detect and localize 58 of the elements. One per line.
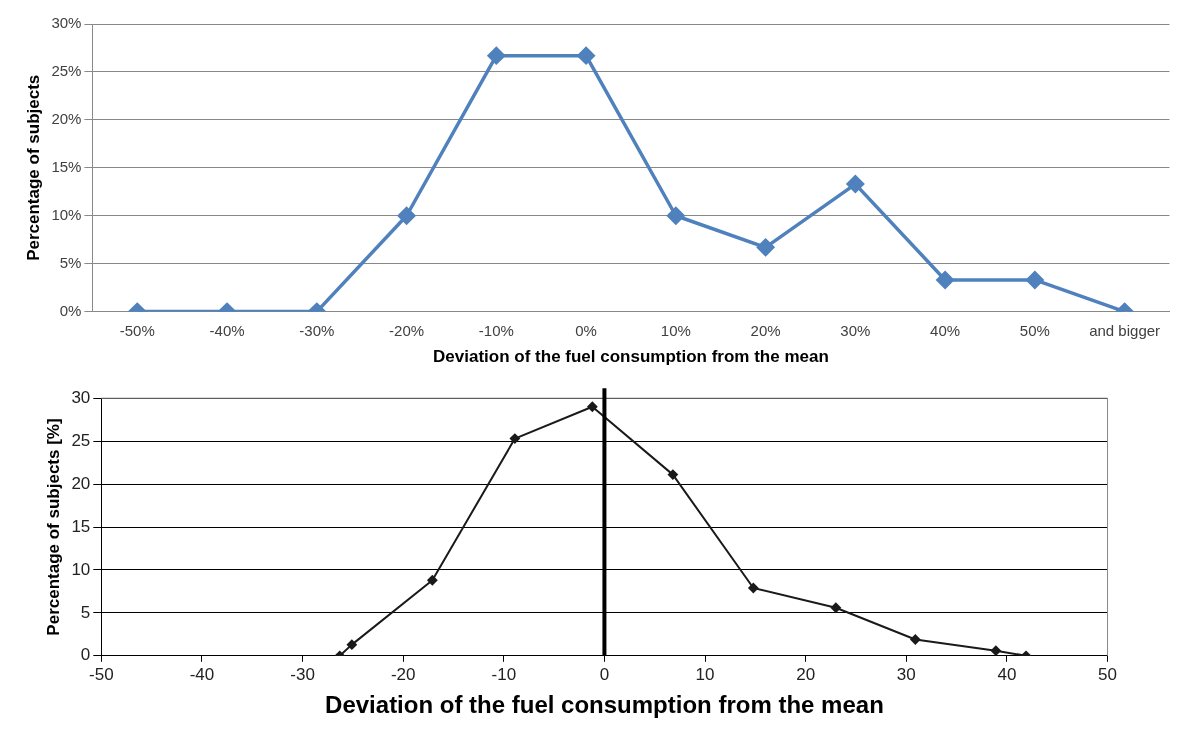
x-tick-label: -30% <box>299 321 335 339</box>
point <box>936 271 954 289</box>
y-tick-label: 10% <box>51 205 82 223</box>
x-tick-label: 30 <box>896 664 916 684</box>
x-tick-label: -10% <box>478 321 514 339</box>
x-tick-label: 50 <box>1098 664 1118 684</box>
point <box>667 469 678 480</box>
x-tick-label: -20 <box>390 664 416 684</box>
x-axis-title: Deviation of the fuel consumption from the mean <box>433 347 829 367</box>
point <box>756 238 775 257</box>
y-tick-label: 20 <box>71 473 91 493</box>
x-tick-label: -50 <box>89 664 114 684</box>
x-tick-label: -20% <box>389 321 425 339</box>
x-tick-label: 20 <box>796 664 816 684</box>
y-axis-title: Percentage of subjects <box>23 74 43 261</box>
point <box>346 639 357 650</box>
point <box>748 582 759 593</box>
x-tick-label: -10 <box>491 664 517 684</box>
x-tick-label: 40 <box>997 664 1017 684</box>
point <box>509 433 520 444</box>
y-tick-label: 0% <box>59 301 82 319</box>
x-tick-label: 10 <box>695 664 715 684</box>
x-tick-label: 40% <box>930 321 961 339</box>
point <box>487 46 506 65</box>
x-tick-label: -40 <box>189 664 215 684</box>
point <box>910 634 921 645</box>
x-tick-label: and bigger <box>1089 321 1161 339</box>
point <box>667 206 685 225</box>
x-tick-label: 0 <box>599 664 610 684</box>
x-tick-label: 20% <box>750 321 781 339</box>
point <box>577 46 595 65</box>
point <box>427 575 438 586</box>
point <box>587 401 598 412</box>
x-tick-label: 0% <box>575 321 597 339</box>
point <box>990 645 1001 656</box>
x-tick-label: -40% <box>209 321 245 339</box>
point <box>830 602 841 613</box>
y-tick-label: 5 <box>80 602 91 622</box>
x-tick-label: 10% <box>660 321 691 339</box>
y-tick-label: 25% <box>51 62 82 80</box>
x-tick-label: 30% <box>840 321 871 339</box>
y-tick-label: 30% <box>51 14 82 32</box>
y-tick-label: 10 <box>71 559 91 579</box>
y-tick-label: 25 <box>71 430 91 450</box>
x-axis-title: Deviation of the fuel consumption from the mean <box>325 691 884 719</box>
point <box>1026 271 1044 289</box>
y-tick-label: 5% <box>59 253 82 271</box>
point <box>397 206 416 225</box>
point <box>846 175 865 193</box>
y-axis-title: Percentage of subjects [%] <box>43 418 63 636</box>
x-tick-label: -30 <box>290 664 315 684</box>
y-tick-label: 30 <box>71 387 91 407</box>
y-tick-label: 20% <box>51 110 82 128</box>
y-tick-label: 15 <box>71 516 91 536</box>
x-tick-label: 50% <box>1019 321 1050 339</box>
x-tick-label: -50% <box>119 321 155 339</box>
y-tick-label: 15% <box>51 157 82 175</box>
y-tick-label: 0 <box>80 645 91 665</box>
